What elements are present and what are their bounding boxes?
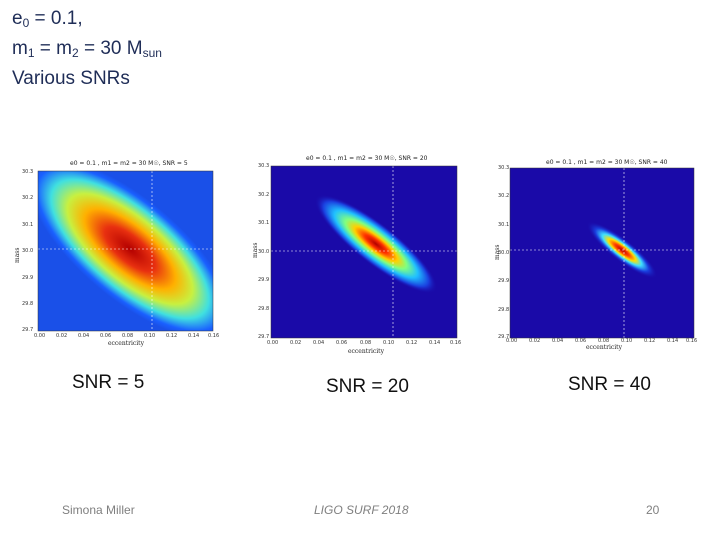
x-tick: 0.08	[122, 333, 134, 339]
x-axis-label: eccentricity	[108, 340, 144, 347]
y-tick: 30.3	[22, 169, 34, 175]
plot-title: e0 = 0.1 , m1 = m2 = 30 M☉, SNR = 5	[70, 160, 188, 167]
x-tick: 0.04	[552, 338, 564, 344]
x-tick: 0.12	[644, 338, 656, 344]
heatmap-panel-snr20: e0 = 0.1 , m1 = m2 = 30 M☉, SNR = 20 mas…	[244, 152, 466, 356]
caption-snr40: SNR = 40	[568, 374, 651, 395]
x-tick: 0.02	[529, 338, 541, 344]
x-tick: 0.14	[188, 333, 200, 339]
x-tick: 0.04	[78, 333, 90, 339]
footer-event: LIGO SURF 2018	[314, 503, 409, 517]
heatmap-plot	[37, 170, 214, 332]
x-tick: 0.02	[56, 333, 68, 339]
y-tick: 29.8	[22, 301, 34, 307]
x-tick: 0.08	[598, 338, 610, 344]
x-tick: 0.06	[336, 340, 348, 346]
x-tick: 0.16	[450, 340, 462, 346]
x-tick: 0.10	[383, 340, 395, 346]
y-tick: 30.3	[258, 163, 270, 169]
y-tick: 29.7	[258, 334, 270, 340]
x-tick: 0.02	[290, 340, 302, 346]
y-tick: 29.8	[498, 307, 510, 313]
x-tick: 0.14	[667, 338, 679, 344]
x-axis-label: eccentricity	[348, 348, 384, 355]
y-tick: 30.0	[498, 250, 510, 256]
y-tick: 29.9	[258, 277, 270, 283]
y-tick: 30.0	[258, 249, 270, 255]
y-tick: 29.7	[498, 334, 510, 340]
x-tick: 0.12	[166, 333, 178, 339]
x-tick: 0.04	[313, 340, 325, 346]
y-tick: 30.1	[498, 222, 510, 228]
footer-page-number: 20	[646, 503, 660, 517]
y-tick: 29.9	[22, 275, 34, 281]
x-tick: 0.00	[34, 333, 46, 339]
x-tick: 0.06	[100, 333, 112, 339]
footer-author: Simona Miller	[62, 503, 135, 517]
y-axis-label: mass	[14, 247, 21, 263]
x-tick: 0.12	[406, 340, 418, 346]
x-tick: 0.10	[144, 333, 156, 339]
y-tick: 30.2	[498, 193, 510, 199]
caption-snr5: SNR = 5	[72, 372, 145, 393]
x-tick: 0.16	[208, 333, 220, 339]
caption-snr20: SNR = 20	[326, 376, 409, 397]
heatmap-panel-snr40: e0 = 0.1 , m1 = m2 = 30 M☉, SNR = 40 mas…	[486, 152, 708, 356]
x-tick: 0.06	[575, 338, 587, 344]
y-tick: 30.2	[258, 192, 270, 198]
heatmap-panel-snr5: e0 = 0.1 , m1 = m2 = 30 M☉, SNR = 5 mass…	[12, 157, 222, 347]
y-tick: 29.7	[22, 327, 34, 333]
y-tick: 30.1	[22, 222, 34, 228]
y-tick: 30.1	[258, 220, 270, 226]
x-tick: 0.08	[360, 340, 372, 346]
title-line-eccentricity: e0 = 0.1,	[12, 8, 83, 30]
heatmap-plot	[270, 165, 458, 339]
plot-title: e0 = 0.1 , m1 = m2 = 30 M☉, SNR = 20	[306, 155, 428, 162]
x-tick: 0.14	[429, 340, 441, 346]
x-tick: 0.10	[621, 338, 633, 344]
x-tick: 0.00	[506, 338, 518, 344]
slide-title: e0 = 0.1, m1 = m2 = 30 Msun Various SNRs	[12, 6, 162, 92]
y-tick: 30.2	[22, 195, 34, 201]
y-tick: 29.8	[258, 306, 270, 312]
x-tick: 0.16	[686, 338, 698, 344]
x-tick: 0.00	[267, 340, 279, 346]
y-tick: 29.9	[498, 278, 510, 284]
title-line-snrs: Various SNRs	[12, 68, 130, 89]
plot-title: e0 = 0.1 , m1 = m2 = 30 M☉, SNR = 40	[546, 159, 668, 166]
heatmap-plot	[509, 167, 695, 339]
x-axis-label: eccentricity	[586, 344, 622, 351]
title-line-masses: m1 = m2 = 30 Msun	[12, 38, 162, 60]
y-tick: 30.3	[498, 165, 510, 171]
y-tick: 30.0	[22, 248, 34, 254]
